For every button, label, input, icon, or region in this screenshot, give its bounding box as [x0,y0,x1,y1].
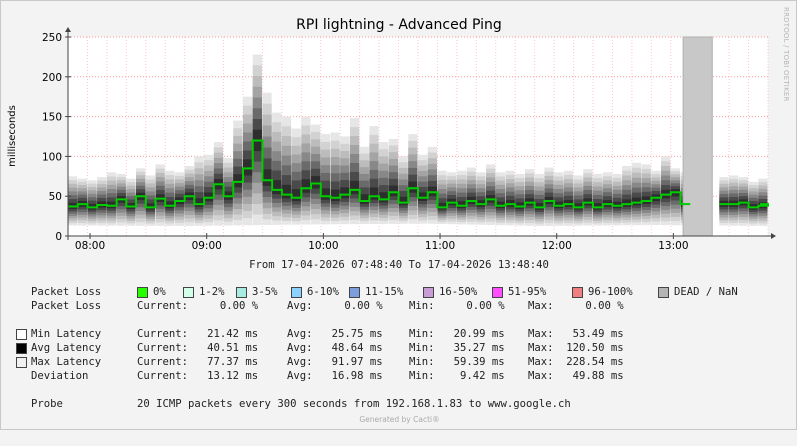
loss-swatch [183,287,194,298]
y-axis-arrow [65,27,71,32]
smoke-band [262,169,272,186]
loss-bucket-label: DEAD / NaN [674,286,738,298]
loss-bucket-label: 0% [153,286,166,298]
latency-chart: RPI lightning - Advanced Ping millisecon… [7,17,776,271]
loss-bucket-label: 1-2% [199,286,225,298]
y-tick-label: 100 [42,151,62,163]
rrdtool-credit: RRDTOOL / TOBI OETIKER [782,7,790,102]
smoke-band [388,185,399,197]
x-tick-label: 08:00 [75,240,105,252]
plot-area: 0 50 100 150 200 250 08:00 09:00 10:00 11:00 12:00… [42,27,776,252]
smoke-band [320,188,330,200]
probe-text: 20 ICMP packets every 300 seconds from 1… [137,398,571,410]
loss-swatch [423,287,434,298]
loss-min: Min: 0.00 % [409,300,505,312]
probe-label: Probe [31,398,63,410]
latency-swatch [16,357,27,368]
smoke-band [291,189,301,202]
smoke-band [437,202,447,210]
latency-min: Min: 35.27 ms [409,342,505,354]
dead-interval [682,36,713,237]
packet-loss-legend: Packet Loss 0% 1-2% 3-5% 6-10% 11-15% 16-50% 5… [31,286,738,299]
loss-swatch [291,287,302,298]
smoke-band [194,198,204,207]
latency-min: Min: 59.39 ms [409,356,505,368]
packet-loss-label: Packet Loss [31,286,102,298]
x-tick-label: 10:00 [308,240,338,252]
latency-max: Max: 53.49 ms [528,328,624,340]
latency-label: Max Latency [31,356,102,368]
latency-swatch [16,329,27,340]
latency-label: Deviation [31,370,89,382]
loss-swatch [137,287,148,298]
smoke-band [272,180,282,195]
loss-swatch [236,287,247,298]
y-tick-label: 250 [42,32,62,44]
chart-title: RPI lightning - Advanced Ping [296,17,502,33]
x-axis-caption: From 17-04-2026 07:48:40 To 17-04-2026 1… [249,259,549,271]
loss-bucket-label: 51-95% [508,286,547,298]
loss-swatch [492,287,503,298]
smoke-band [369,187,379,200]
y-tick-label: 0 [55,231,62,243]
latency-max: Max: 120.50 ms [528,342,624,354]
latency-max: Max: 228.54 ms [528,356,624,368]
loss-bucket-label: 96-100% [588,286,633,298]
smoke-band [233,174,243,188]
smoke-band [359,194,369,204]
y-tick-label: 150 [42,112,62,124]
loss-avg: Avg: 0.00 % [287,300,383,312]
loss-current: Current: 0.00 % [137,300,259,312]
loss-swatch [572,287,583,298]
smoke-band [456,201,467,209]
latency-label: Min Latency [31,328,102,340]
packet-loss-stats: Packet Loss Current: 0.00 % Avg: 0.00 % … [31,300,624,313]
smoke-band [349,180,360,195]
graph-frame: RPI lightning - Advanced Ping millisecon… [0,0,797,430]
loss-bucket-label: 6-10% [307,286,339,298]
smoke-band [311,176,321,189]
y-tick-label: 200 [42,72,62,84]
loss-swatch [349,287,360,298]
smoke-band [281,184,292,199]
latency-current: Current: 77.37 ms [137,356,259,368]
latency-avg: Avg: 48.64 ms [287,342,383,354]
loss-bucket-label: 11-15% [365,286,404,298]
smoke-band [408,181,418,193]
smoke-band [301,179,311,193]
generated-by: Generated by Cacti® [359,415,440,424]
loss-bucket-label: 16-50% [439,286,478,298]
latency-avg: Avg: 91.97 ms [287,356,383,368]
latency-current: Current: 40.51 ms [137,342,259,354]
smoke-band [418,192,428,202]
latency-avg: Avg: 25.75 ms [287,328,383,340]
loss-bucket-label: 3-5% [252,286,278,298]
latency-min: Min: 9.42 ms [409,370,505,382]
probe-row: Probe 20 ICMP packets every 300 seconds … [31,398,571,411]
loss-max: Max: 0.00 % [528,300,624,312]
latency-current: Current: 13.12 ms [137,370,259,382]
y-axis-label: milliseconds [7,105,18,167]
latency-max: Max: 49.88 ms [528,370,624,382]
smoke-band [398,196,408,206]
smoke-band [340,187,350,199]
smoke-band [379,192,389,203]
smoke-band [622,199,632,207]
x-tick-label: 11:00 [425,240,455,252]
latency-min: Min: 20.99 ms [409,328,505,340]
smoke-band [631,197,642,206]
smoke-band [330,189,340,202]
x-tick-label: 09:00 [192,240,222,252]
x-tick-label: 13:00 [658,240,688,252]
latency-current: Current: 21.42 ms [137,328,259,340]
loss-swatch [658,287,669,298]
latency-swatch [16,343,27,354]
latency-avg: Avg: 16.98 ms [287,370,383,382]
latency-label: Avg Latency [31,342,102,354]
packet-loss-stats-label: Packet Loss [31,300,102,312]
x-axis-arrow [771,233,776,239]
x-tick-label: 12:00 [542,240,572,252]
y-tick-label: 50 [49,191,62,203]
avg-latency-line [68,139,769,209]
